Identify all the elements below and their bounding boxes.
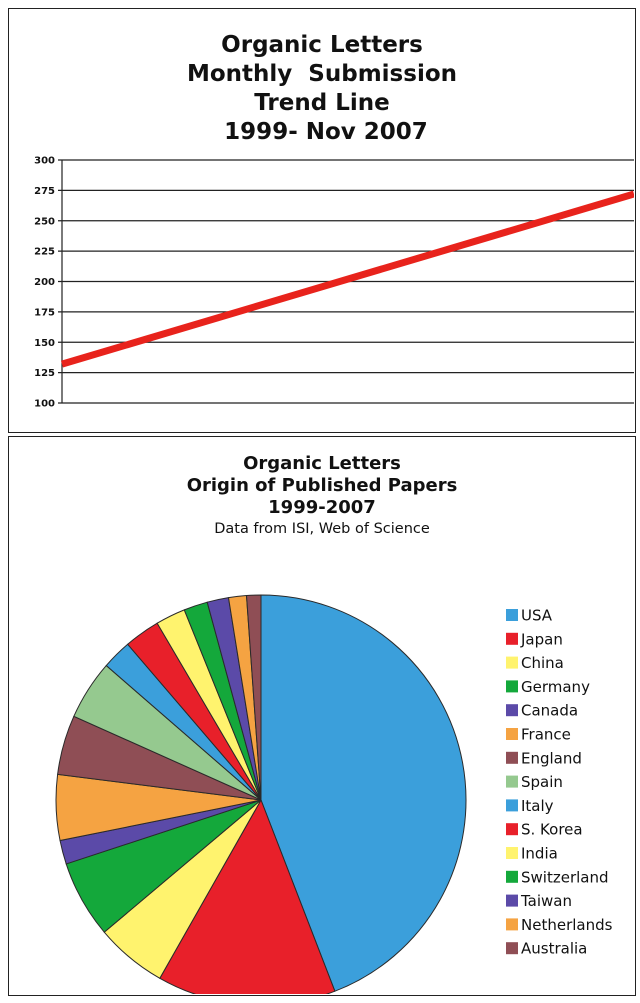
y-tick-label: 125 xyxy=(34,368,55,379)
pie-slice xyxy=(159,798,336,994)
pie-chart-panel: Organic Letters Origin of Published Pape… xyxy=(8,436,636,996)
legend-label: S. Korea xyxy=(521,821,583,839)
pie-chart-title: Organic Letters Origin of Published Pape… xyxy=(9,453,635,539)
legend-swatch xyxy=(506,704,518,717)
y-tick-label: 100 xyxy=(34,399,55,410)
legend-label: Taiwan xyxy=(520,892,572,910)
legend-swatch xyxy=(506,775,518,788)
legend-swatch xyxy=(506,632,518,645)
pie-chart-title-line-2: Origin of Published Papers xyxy=(186,475,458,496)
legend-label: India xyxy=(521,845,558,863)
pie-slice xyxy=(245,594,262,801)
line-chart-title-line-4: 1999- Nov 2007 xyxy=(216,119,428,145)
y-tick-label: 150 xyxy=(34,338,55,349)
legend-swatch xyxy=(506,918,518,931)
legend-label: England xyxy=(521,749,582,767)
legend-label: USA xyxy=(521,607,553,625)
y-tick-label: 250 xyxy=(34,216,55,227)
legend-swatch xyxy=(506,847,518,859)
legend-swatch xyxy=(506,656,518,669)
y-tick-label: 200 xyxy=(34,277,55,288)
line-chart-title-line-1: Organic Letters xyxy=(221,32,423,58)
legend-label: Italy xyxy=(521,797,554,815)
legend-label: Spain xyxy=(521,773,563,791)
legend-label: France xyxy=(521,726,571,744)
trend-line-chart-panel: Organic Letters Monthly Submission Trend… xyxy=(8,8,636,433)
legend-swatch xyxy=(506,870,518,883)
pie-slice xyxy=(260,594,467,992)
legend-label: Netherlands xyxy=(521,916,613,934)
y-tick-label: 300 xyxy=(34,156,55,167)
y-tick-label: 175 xyxy=(34,307,55,318)
line-chart-title: Organic Letters Monthly Submission Trend… xyxy=(9,31,635,147)
legend-label: Canada xyxy=(521,702,578,720)
line-chart-title-line-3: Trend Line xyxy=(254,90,390,116)
pie-chart-subtitle: Data from ISI, Web of Science xyxy=(214,521,430,537)
legend-swatch xyxy=(506,728,518,740)
pie-chart-title-line-3: 1999-2007 xyxy=(268,497,376,518)
pie-chart-title-line-1: Organic Letters xyxy=(243,453,401,474)
legend-swatch xyxy=(506,894,518,907)
trend-line xyxy=(61,190,634,368)
legend-swatch xyxy=(506,680,518,693)
legend-label: Switzerland xyxy=(521,868,609,886)
legend-label: Germany xyxy=(521,678,590,696)
legend-swatch xyxy=(506,823,518,836)
legend-swatch xyxy=(506,799,518,812)
legend-swatch xyxy=(506,609,518,621)
line-chart-title-line-2: Monthly Submission xyxy=(186,61,457,87)
line-chart-plot: 300 275 250 225 200 175 150 125 100 xyxy=(34,156,634,410)
y-tick-label: 225 xyxy=(34,247,55,258)
legend-swatch xyxy=(506,942,518,955)
legend-label: Australia xyxy=(521,940,587,958)
legend-label: China xyxy=(521,654,564,672)
pie-chart-plot: USA Japan China Germany Canada France England S… xyxy=(55,594,613,994)
y-tick-label: 275 xyxy=(34,186,55,197)
legend-swatch xyxy=(506,751,518,764)
legend-label: Japan xyxy=(520,630,563,648)
